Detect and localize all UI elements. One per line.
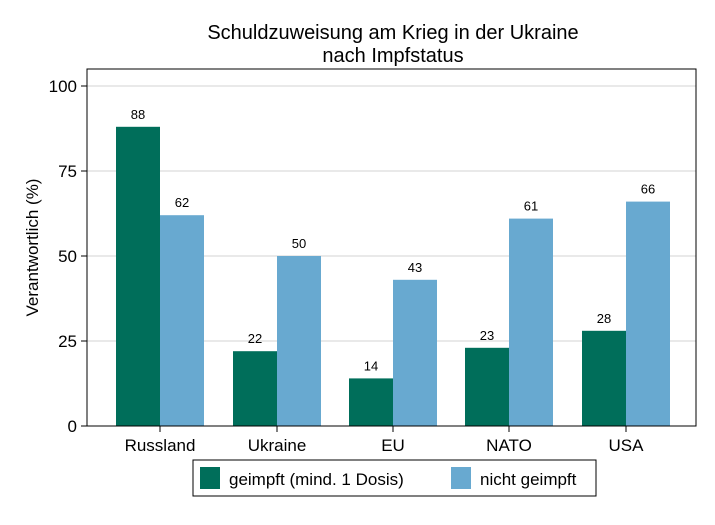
bar-nicht-geimpft bbox=[393, 279, 437, 426]
bar-nicht-geimpft bbox=[160, 215, 204, 426]
bar-value-label: 61 bbox=[524, 199, 538, 214]
y-tick-label: 25 bbox=[58, 332, 77, 351]
plot-frame bbox=[86, 68, 697, 427]
x-tick-label: Ukraine bbox=[248, 436, 307, 455]
bar-value-label: 66 bbox=[641, 182, 655, 197]
legend-label: nicht geimpft bbox=[480, 470, 577, 489]
bar-geimpft bbox=[116, 126, 160, 427]
bar-value-label: 14 bbox=[364, 358, 378, 373]
y-tick-label: 75 bbox=[58, 162, 77, 181]
y-tick-label: 0 bbox=[68, 417, 77, 436]
x-tick-label: EU bbox=[381, 436, 405, 455]
y-tick-label: 100 bbox=[49, 77, 77, 96]
bar-geimpft bbox=[465, 347, 509, 426]
bar-value-label: 28 bbox=[597, 311, 611, 326]
bar-nicht-geimpft bbox=[626, 201, 670, 426]
x-tick-label: Russland bbox=[125, 436, 196, 455]
bar-geimpft bbox=[582, 330, 626, 426]
x-tick-label: NATO bbox=[486, 436, 532, 455]
legend-box bbox=[192, 459, 597, 497]
chart-title: Schuldzuweisung am Krieg in der Ukraine bbox=[207, 22, 578, 44]
legend-swatch bbox=[451, 467, 471, 489]
data-labels: 88 62 22 50 14 43 23 61 28 66 bbox=[131, 107, 655, 374]
chart-subtitle: nach Impfstatus bbox=[322, 45, 463, 67]
bar-value-label: 62 bbox=[175, 195, 189, 210]
bar-geimpft bbox=[233, 351, 277, 426]
x-tick-label: USA bbox=[609, 436, 645, 455]
bar-value-label: 22 bbox=[248, 331, 262, 346]
bar-value-label: 23 bbox=[480, 328, 494, 343]
legend-label: geimpft (mind. 1 Dosis) bbox=[229, 470, 404, 489]
legend: geimpft (mind. 1 Dosis) nicht geimpft bbox=[192, 459, 597, 497]
bars bbox=[116, 126, 670, 427]
legend-swatch bbox=[200, 467, 220, 489]
x-axis: Russland Ukraine EU NATO USA bbox=[125, 426, 645, 455]
bar-nicht-geimpft bbox=[277, 256, 321, 426]
bar-value-label: 43 bbox=[408, 260, 422, 275]
bar-value-label: 50 bbox=[292, 236, 306, 251]
y-axis-label: Verantwortlich (%) bbox=[23, 179, 42, 317]
bar-value-label: 88 bbox=[131, 107, 145, 122]
y-axis: 0 25 50 75 100 bbox=[49, 77, 87, 436]
y-tick-label: 50 bbox=[58, 247, 77, 266]
bar-geimpft bbox=[349, 378, 393, 426]
bar-nicht-geimpft bbox=[509, 218, 553, 426]
